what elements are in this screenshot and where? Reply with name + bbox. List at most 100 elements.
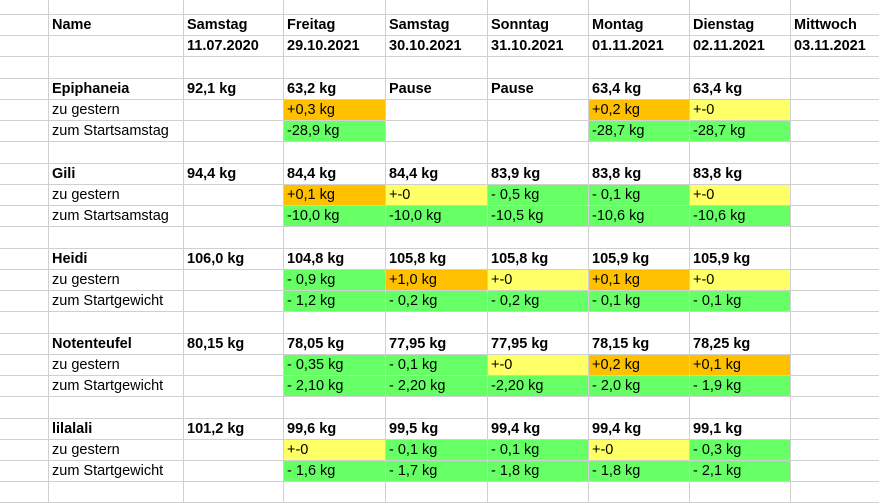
diff-value[interactable]: +-0 <box>488 355 588 375</box>
row-label-total[interactable]: zum Startgewicht <box>52 292 164 309</box>
weight-value[interactable]: 99,4 kg <box>592 420 642 437</box>
total-value[interactable]: -10,5 kg <box>488 206 588 226</box>
start-weight[interactable]: 92,1 kg <box>187 80 237 97</box>
weight-value[interactable]: 99,6 kg <box>287 420 337 437</box>
diff-value[interactable]: +1,0 kg <box>386 270 487 290</box>
start-weight[interactable]: 101,2 kg <box>187 420 245 437</box>
diff-value[interactable]: - 0,1 kg <box>488 440 588 460</box>
row-label-diff[interactable]: zu gestern <box>52 101 120 118</box>
header-date[interactable]: 01.11.2021 <box>592 37 664 54</box>
person-name[interactable]: Notenteufel <box>52 335 132 352</box>
weight-value[interactable]: Pause <box>491 80 534 97</box>
diff-value[interactable]: +0,1 kg <box>589 270 689 290</box>
header-day[interactable]: Montag <box>592 16 644 33</box>
total-value[interactable]: - 1,6 kg <box>284 461 385 481</box>
header-date[interactable]: 31.10.2021 <box>491 37 564 54</box>
row-label-total[interactable]: zum Startsamstag <box>52 122 169 139</box>
header-day[interactable]: Dienstag <box>693 16 755 33</box>
diff-value[interactable]: - 0,1 kg <box>386 440 487 460</box>
row-label-diff[interactable]: zu gestern <box>52 356 120 373</box>
header-day[interactable]: Samstag <box>187 16 248 33</box>
start-weight[interactable]: 106,0 kg <box>187 250 245 267</box>
diff-value[interactable]: +0,2 kg <box>589 100 689 120</box>
diff-value[interactable]: - 0,9 kg <box>284 270 385 290</box>
row-label-total[interactable]: zum Startsamstag <box>52 207 169 224</box>
total-value[interactable]: - 0,1 kg <box>690 291 790 311</box>
total-value[interactable]: - 0,1 kg <box>589 291 689 311</box>
diff-value[interactable]: +-0 <box>589 440 689 460</box>
diff-value[interactable]: - 0,3 kg <box>690 440 790 460</box>
diff-value[interactable]: +0,2 kg <box>589 355 689 375</box>
weight-value[interactable]: 78,05 kg <box>287 335 345 352</box>
header-date[interactable]: 03.11.2021 <box>794 37 866 54</box>
total-value[interactable]: -10,6 kg <box>690 206 790 226</box>
header-day[interactable]: Sonntag <box>491 16 549 33</box>
total-value[interactable]: - 1,8 kg <box>488 461 588 481</box>
total-value[interactable]: -28,9 kg <box>284 121 385 141</box>
person-name[interactable]: Gili <box>52 165 76 182</box>
total-value[interactable]: -28,7 kg <box>589 121 689 141</box>
weight-value[interactable]: 63,4 kg <box>693 80 743 97</box>
weight-value[interactable]: 63,4 kg <box>592 80 642 97</box>
total-value[interactable]: -10,0 kg <box>284 206 385 226</box>
row-label-diff[interactable]: zu gestern <box>52 271 120 288</box>
diff-value[interactable]: +0,1 kg <box>690 355 790 375</box>
total-value[interactable]: - 2,10 kg <box>284 376 385 396</box>
diff-value[interactable]: +-0 <box>488 270 588 290</box>
row-label-total[interactable]: zum Startgewicht <box>52 462 164 479</box>
header-date[interactable]: 02.11.2021 <box>693 37 765 54</box>
total-value[interactable]: - 1,7 kg <box>386 461 487 481</box>
total-value[interactable]: - 0,2 kg <box>386 291 487 311</box>
weight-value[interactable]: 83,9 kg <box>491 165 541 182</box>
weight-value[interactable]: Pause <box>389 80 432 97</box>
weight-value[interactable]: 105,8 kg <box>491 250 549 267</box>
weight-value[interactable]: 105,8 kg <box>389 250 447 267</box>
total-value[interactable]: - 2,0 kg <box>589 376 689 396</box>
diff-value[interactable]: - 0,35 kg <box>284 355 385 375</box>
weight-value[interactable]: 105,9 kg <box>592 250 650 267</box>
total-value[interactable]: -28,7 kg <box>690 121 790 141</box>
person-name[interactable]: Heidi <box>52 250 88 267</box>
row-label-diff[interactable]: zu gestern <box>52 441 120 458</box>
weight-value[interactable]: 78,15 kg <box>592 335 650 352</box>
diff-value[interactable]: - 0,1 kg <box>589 185 689 205</box>
weight-value[interactable]: 83,8 kg <box>592 165 642 182</box>
diff-value[interactable]: +-0 <box>284 440 385 460</box>
diff-value[interactable]: +0,1 kg <box>284 185 385 205</box>
header-name[interactable]: Name <box>52 16 92 33</box>
weight-value[interactable]: 99,1 kg <box>693 420 743 437</box>
row-label-diff[interactable]: zu gestern <box>52 186 120 203</box>
weight-value[interactable]: 83,8 kg <box>693 165 743 182</box>
weight-value[interactable]: 99,4 kg <box>491 420 541 437</box>
total-value[interactable]: -2,20 kg <box>488 376 588 396</box>
weight-value[interactable]: 84,4 kg <box>389 165 439 182</box>
header-date[interactable]: 30.10.2021 <box>389 37 462 54</box>
weight-value[interactable]: 105,9 kg <box>693 250 751 267</box>
diff-value[interactable]: +0,3 kg <box>284 100 385 120</box>
start-weight[interactable]: 80,15 kg <box>187 335 245 352</box>
header-day[interactable]: Freitag <box>287 16 336 33</box>
total-value[interactable]: -10,0 kg <box>386 206 487 226</box>
diff-value[interactable]: - 0,1 kg <box>386 355 487 375</box>
total-value[interactable]: -10,6 kg <box>589 206 689 226</box>
diff-value[interactable]: +-0 <box>690 185 790 205</box>
weight-value[interactable]: 78,25 kg <box>693 335 751 352</box>
diff-value[interactable]: - 0,5 kg <box>488 185 588 205</box>
weight-value[interactable]: 104,8 kg <box>287 250 345 267</box>
total-value[interactable]: - 1,2 kg <box>284 291 385 311</box>
start-weight[interactable]: 94,4 kg <box>187 165 237 182</box>
person-name[interactable]: Epiphaneia <box>52 80 130 97</box>
header-day[interactable]: Mittwoch <box>794 16 857 33</box>
header-date[interactable]: 29.10.2021 <box>287 37 360 54</box>
total-value[interactable]: - 0,2 kg <box>488 291 588 311</box>
header-date[interactable]: 11.07.2020 <box>187 37 259 54</box>
diff-value[interactable]: +-0 <box>690 270 790 290</box>
diff-value[interactable]: +-0 <box>690 100 790 120</box>
row-label-total[interactable]: zum Startgewicht <box>52 377 164 394</box>
person-name[interactable]: lilalali <box>52 420 93 437</box>
diff-value[interactable]: +-0 <box>386 185 487 205</box>
weight-value[interactable]: 99,5 kg <box>389 420 439 437</box>
header-day[interactable]: Samstag <box>389 16 450 33</box>
weight-value[interactable]: 84,4 kg <box>287 165 337 182</box>
weight-value[interactable]: 77,95 kg <box>491 335 549 352</box>
